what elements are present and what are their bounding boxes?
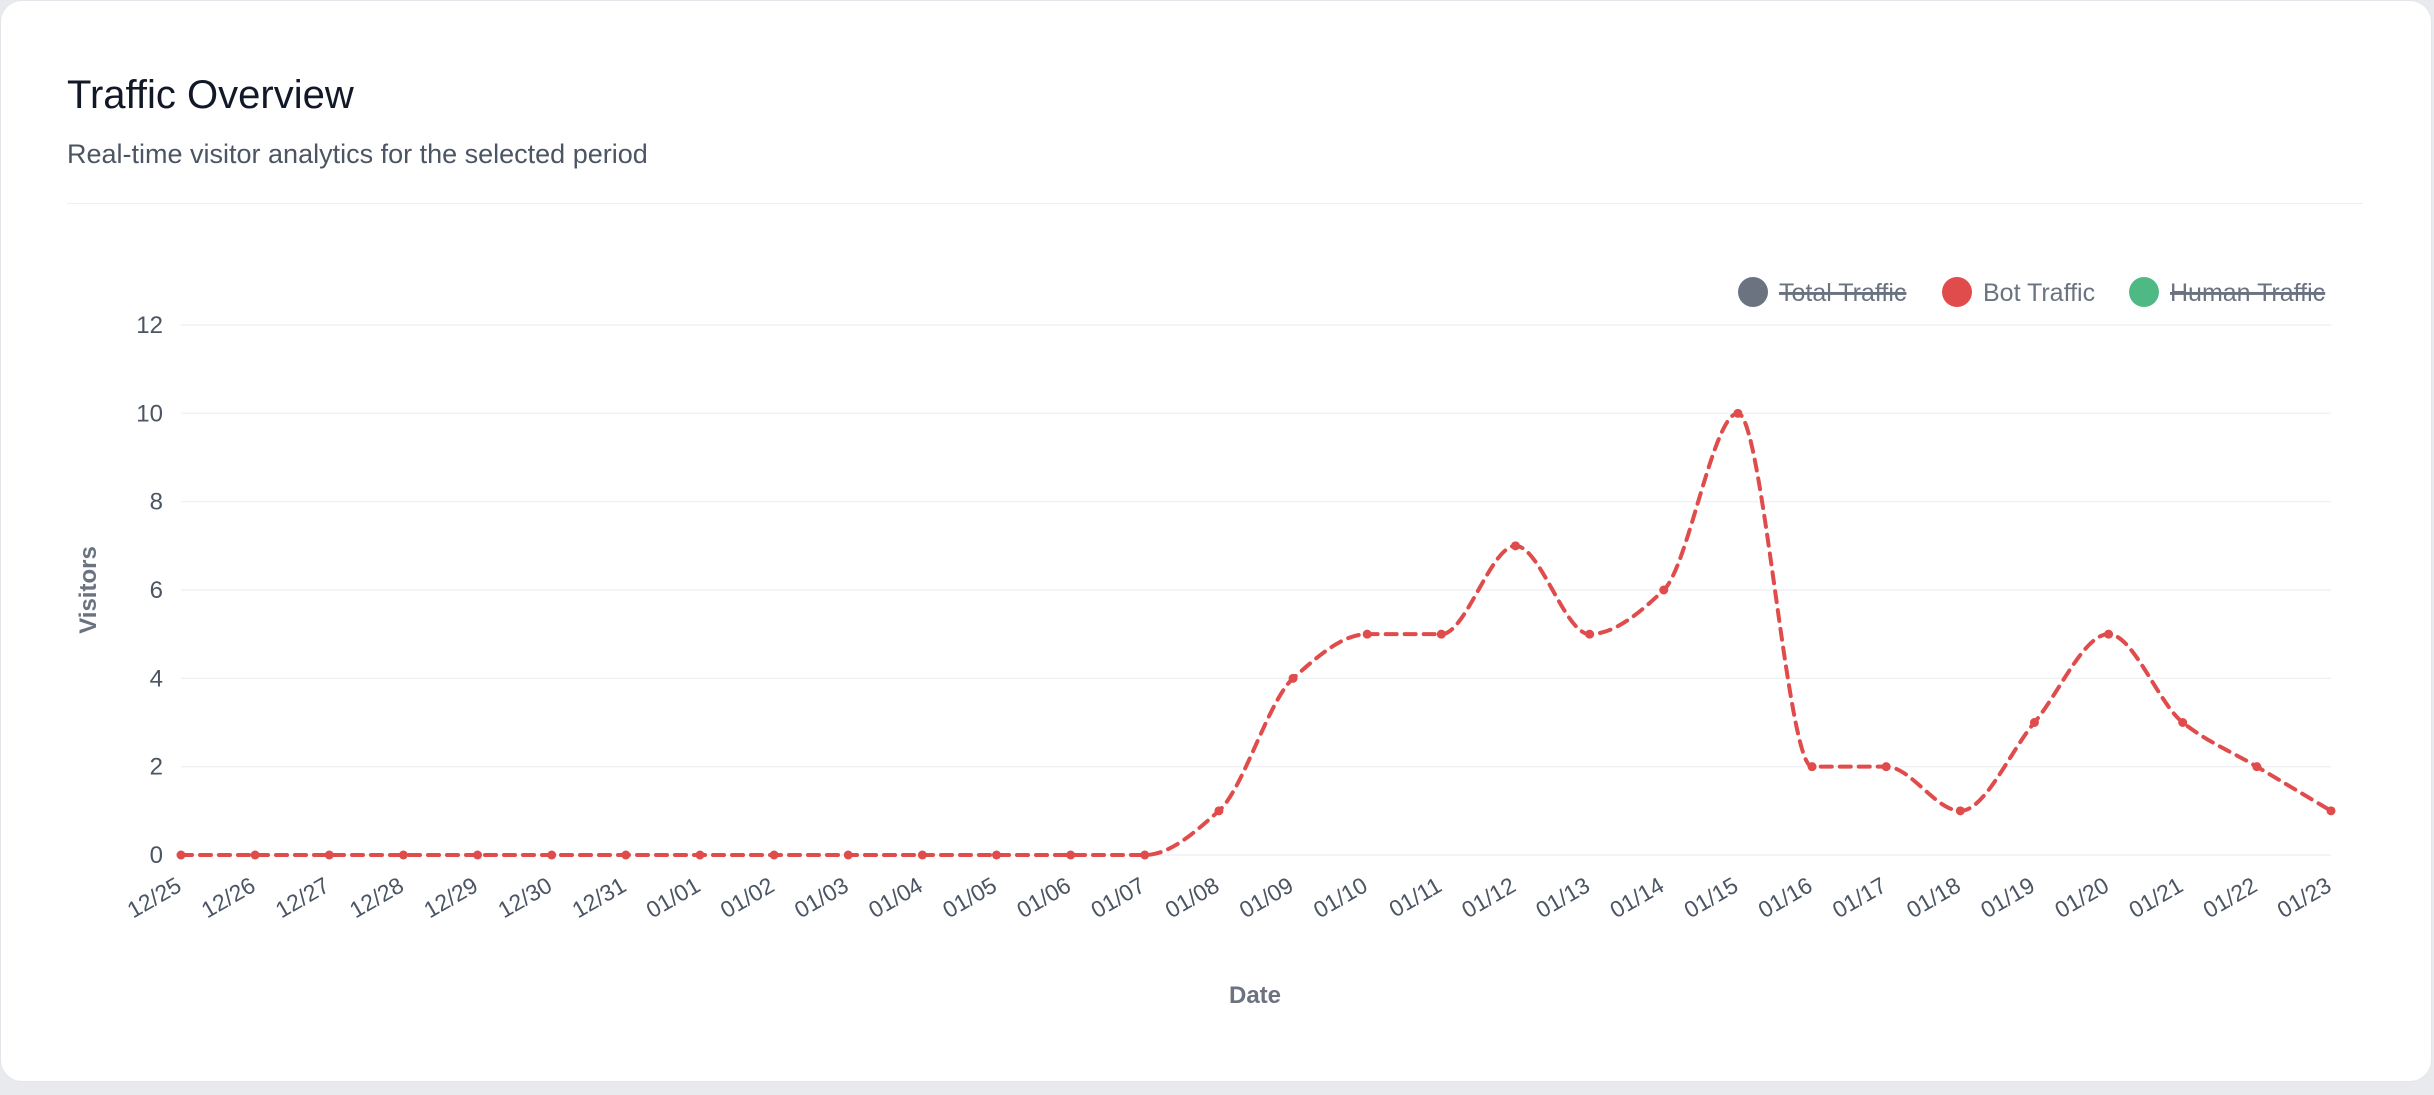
card-header: Traffic Overview Real-time visitor analy… bbox=[67, 67, 2363, 204]
x-tick-label: 12/28 bbox=[345, 872, 408, 923]
legend-swatch-icon bbox=[2129, 277, 2159, 307]
x-tick-label: 01/15 bbox=[1680, 872, 1743, 923]
grid-lines bbox=[181, 324, 2331, 856]
data-point[interactable] bbox=[1214, 806, 1224, 816]
x-tick-label: 01/06 bbox=[1012, 872, 1075, 923]
x-tick-label: 01/12 bbox=[1457, 872, 1520, 923]
x-tick-label: 01/11 bbox=[1384, 872, 1445, 922]
data-point[interactable] bbox=[2029, 718, 2039, 727]
data-point[interactable] bbox=[2104, 629, 2114, 639]
x-tick-label: 01/01 bbox=[642, 872, 705, 923]
x-tick-label: 01/19 bbox=[1976, 872, 2039, 923]
data-point[interactable] bbox=[1362, 629, 1372, 639]
x-tick-label: 01/18 bbox=[1902, 872, 1965, 923]
x-tick-label: 12/30 bbox=[493, 872, 556, 923]
page-subtitle: Real-time visitor analytics for the sele… bbox=[67, 139, 648, 169]
series-layer bbox=[176, 408, 2336, 860]
data-point[interactable] bbox=[1659, 585, 1669, 595]
data-point[interactable] bbox=[1436, 629, 1446, 639]
x-tick-label: 01/05 bbox=[938, 872, 1001, 923]
data-point[interactable] bbox=[695, 850, 705, 860]
data-point[interactable] bbox=[1140, 850, 1150, 860]
x-tick-label: 12/31 bbox=[567, 872, 630, 923]
data-point[interactable] bbox=[1807, 762, 1817, 772]
x-tick-label: 01/20 bbox=[2050, 872, 2113, 923]
y-tick-label: 2 bbox=[150, 754, 163, 781]
data-point[interactable] bbox=[250, 850, 260, 860]
x-tick-label: 01/02 bbox=[716, 872, 779, 923]
data-point[interactable] bbox=[2252, 762, 2262, 772]
data-point[interactable] bbox=[843, 850, 853, 860]
data-point[interactable] bbox=[1881, 762, 1891, 772]
x-tick-label: 01/03 bbox=[790, 872, 853, 923]
data-point[interactable] bbox=[992, 850, 1002, 860]
x-tick-label: 01/23 bbox=[2273, 872, 2336, 923]
y-tick-label: 12 bbox=[136, 312, 163, 339]
legend-item[interactable]: Bot Traffic bbox=[1942, 277, 2095, 307]
x-tick-label: 01/07 bbox=[1086, 872, 1149, 923]
x-tick-label: 01/21 bbox=[2124, 872, 2187, 923]
y-tick-label: 4 bbox=[150, 665, 163, 692]
legend: Total Traffic Bot Traffic Human Traffic bbox=[1738, 277, 2326, 307]
x-tick-label: 01/09 bbox=[1235, 872, 1298, 923]
x-tick-label: 01/14 bbox=[1605, 872, 1668, 923]
x-tick-label: 01/08 bbox=[1161, 872, 1224, 923]
y-tick-label: 8 bbox=[150, 489, 163, 516]
data-point[interactable] bbox=[547, 850, 557, 860]
data-point[interactable] bbox=[621, 850, 631, 860]
x-axis-label: Date bbox=[1229, 982, 1281, 1009]
legend-item[interactable]: Total Traffic bbox=[1738, 277, 1907, 307]
data-point[interactable] bbox=[1066, 850, 1076, 860]
data-point[interactable] bbox=[473, 850, 483, 860]
data-point[interactable] bbox=[917, 850, 927, 860]
data-point[interactable] bbox=[324, 850, 334, 860]
y-tick-label: 0 bbox=[150, 842, 163, 869]
data-point[interactable] bbox=[1955, 806, 1965, 816]
x-tick-label: 01/13 bbox=[1531, 872, 1594, 923]
data-point[interactable] bbox=[1733, 408, 1743, 418]
x-tick-label: 01/17 bbox=[1828, 872, 1891, 923]
data-point[interactable] bbox=[2178, 718, 2188, 727]
x-axis-ticks: 12/25 12/26 12/27 12/28 12/29 12/30 12/31 01/01… bbox=[123, 872, 2336, 923]
data-point[interactable] bbox=[176, 850, 186, 860]
x-tick-label: 01/04 bbox=[864, 872, 927, 923]
y-tick-label: 10 bbox=[136, 400, 163, 427]
x-tick-label: 12/26 bbox=[197, 872, 260, 923]
data-point[interactable] bbox=[769, 850, 779, 860]
legend-label: Bot Traffic bbox=[1983, 279, 2095, 307]
legend-item[interactable]: Human Traffic bbox=[2129, 277, 2326, 307]
data-point[interactable] bbox=[1288, 673, 1298, 683]
x-tick-label: 01/22 bbox=[2199, 872, 2262, 923]
page-title: Traffic Overview bbox=[67, 73, 354, 117]
x-tick-label: 01/16 bbox=[1754, 872, 1817, 923]
legend-swatch-icon bbox=[1942, 277, 1972, 307]
series-line-bot-traffic bbox=[179, 411, 2333, 858]
data-point[interactable] bbox=[1510, 541, 1520, 551]
x-tick-label: 12/29 bbox=[419, 872, 482, 923]
y-axis-label: Visitors bbox=[75, 546, 102, 634]
data-point[interactable] bbox=[2326, 806, 2336, 816]
data-point[interactable] bbox=[398, 850, 408, 860]
y-axis-ticks: 0 2 4 6 8 10 12 bbox=[136, 312, 163, 869]
data-point[interactable] bbox=[1585, 629, 1595, 639]
x-tick-label: 12/25 bbox=[123, 872, 186, 923]
y-tick-label: 6 bbox=[150, 577, 163, 604]
legend-swatch-icon bbox=[1738, 277, 1768, 307]
x-tick-label: 01/10 bbox=[1309, 872, 1372, 923]
x-tick-label: 12/27 bbox=[271, 872, 334, 923]
